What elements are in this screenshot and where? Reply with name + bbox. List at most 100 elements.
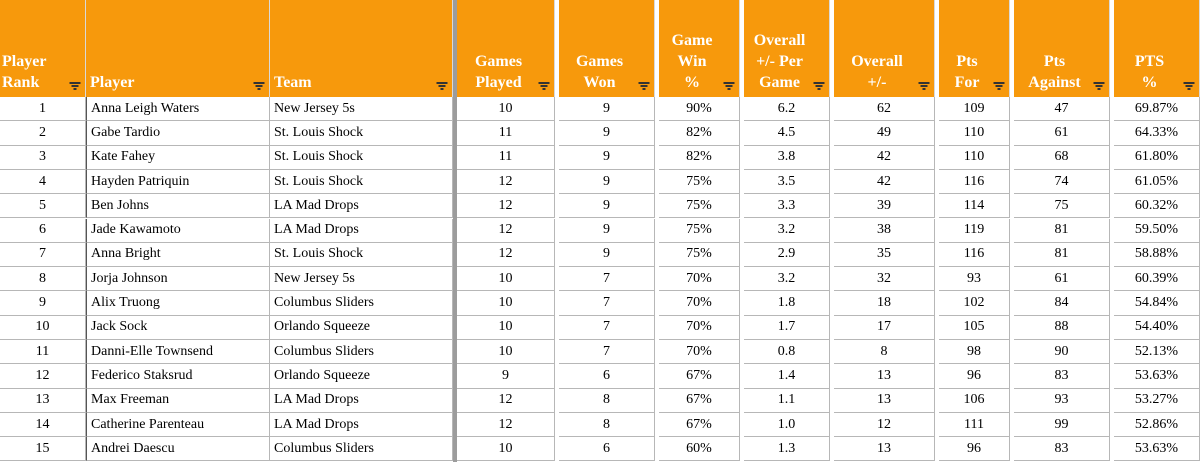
cell-value: 9 [457, 364, 555, 389]
cell-value: 52.86% [1114, 412, 1200, 438]
cell-value: 9 [559, 242, 655, 268]
filter-icon-line [642, 88, 646, 90]
cell-value: 49 [834, 121, 935, 146]
cell-value: 7 [559, 315, 655, 340]
player-name: Federico Staksrud [86, 364, 270, 389]
header-text: Overall [851, 53, 903, 70]
cell-value: 10 [457, 340, 555, 365]
header-text: Played [475, 74, 522, 91]
cell-value: 61 [1014, 121, 1110, 146]
filter-button[interactable] [1183, 81, 1195, 91]
cell-value: 13 [834, 364, 935, 389]
cell-value: 70% [659, 340, 740, 365]
filter-button[interactable] [538, 81, 550, 91]
column-header[interactable]: Games Played [457, 0, 555, 97]
header-text: Against [1028, 74, 1081, 91]
filter-button[interactable] [436, 81, 448, 91]
cell-value: 3.3 [744, 194, 830, 219]
cell-value: 3.5 [744, 169, 830, 195]
cell-value: 58.88% [1114, 242, 1200, 268]
header-text: Games [575, 53, 624, 70]
player-name: Anna Bright [86, 242, 270, 268]
filter-button[interactable] [993, 81, 1005, 91]
cell-value: 75% [659, 169, 740, 195]
filter-icon-line [922, 88, 926, 90]
cell-value: 8 [559, 412, 655, 438]
column-header[interactable]: Game Win% [659, 0, 740, 97]
cell-value: 102 [939, 291, 1010, 316]
cell-value: 106 [939, 388, 1010, 413]
cell-value: 10 [457, 437, 555, 462]
filter-button[interactable] [638, 81, 650, 91]
header-text: Player [2, 53, 47, 70]
cell-value: 7 [559, 340, 655, 365]
filter-button[interactable] [813, 81, 825, 91]
cell-value: 2 [0, 121, 86, 146]
cell-value: 12 [834, 412, 935, 438]
player-name: Ben Johns [86, 194, 270, 219]
cell-value: 81 [1014, 218, 1110, 243]
filter-icon-line [723, 82, 735, 84]
player-name: Max Freeman [86, 388, 270, 413]
header-text: +/- Per [756, 53, 803, 70]
player-name: Hayden Patriquin [86, 169, 270, 195]
team-name: Columbus Sliders [270, 291, 453, 316]
player-name: Jack Sock [86, 315, 270, 340]
cell-value: 61 [1014, 267, 1110, 292]
cell-value: 39 [834, 194, 935, 219]
player-name: Andrei Daescu [86, 437, 270, 462]
team-name: St. Louis Shock [270, 145, 453, 170]
cell-value: 13 [834, 388, 935, 413]
filter-icon-line [538, 82, 550, 84]
cell-value: 11 [0, 340, 86, 365]
cell-value: 99 [1014, 412, 1110, 438]
filter-icon-line [69, 82, 81, 84]
filter-button[interactable] [1093, 81, 1105, 91]
cell-value: 9 [559, 194, 655, 219]
filter-button[interactable] [723, 81, 735, 91]
cell-value: 3.2 [744, 267, 830, 292]
column-header[interactable]: Pts For [939, 0, 1010, 97]
cell-value: 18 [834, 291, 935, 316]
cell-value: 4 [0, 169, 86, 195]
column-header[interactable]: Overall +/- Per Game [744, 0, 830, 97]
column-header[interactable]: Player Rank [0, 0, 86, 97]
filter-button[interactable] [69, 81, 81, 91]
filter-button[interactable] [918, 81, 930, 91]
cell-value: 114 [939, 194, 1010, 219]
cell-value: 61.05% [1114, 169, 1200, 195]
header-text: PTS [1134, 53, 1165, 70]
column-header[interactable]: Pts Against [1014, 0, 1110, 97]
cell-value: 53.63% [1114, 364, 1200, 389]
filter-button[interactable] [253, 81, 265, 91]
cell-value: 53.63% [1114, 437, 1200, 462]
header-text: +/- [867, 74, 887, 91]
cell-value: 69.87% [1114, 97, 1200, 122]
cell-value: 12 [457, 242, 555, 268]
filter-icon-line [1183, 82, 1195, 84]
player-name: Danni-Elle Townsend [86, 340, 270, 365]
column-header[interactable]: PTS% [1114, 0, 1200, 97]
cell-value: 116 [939, 242, 1010, 268]
cell-value: 12 [457, 169, 555, 195]
cell-value: 10 [0, 315, 86, 340]
column-header[interactable]: Team [270, 0, 453, 97]
cell-value: 110 [939, 145, 1010, 170]
column-header[interactable]: Games Won [559, 0, 655, 97]
cell-value: 6.2 [744, 97, 830, 122]
cell-value: 62 [834, 97, 935, 122]
cell-value: 1.7 [744, 315, 830, 340]
cell-value: 81 [1014, 242, 1110, 268]
cell-value: 88 [1014, 315, 1110, 340]
cell-value: 84 [1014, 291, 1110, 316]
cell-value: 68 [1014, 145, 1110, 170]
column-header[interactable]: Overall +/- [834, 0, 935, 97]
cell-value: 6 [0, 218, 86, 243]
cell-value: 8 [0, 267, 86, 292]
cell-value: 11 [457, 145, 555, 170]
cell-value: 9 [0, 291, 86, 316]
team-name: St. Louis Shock [270, 169, 453, 195]
cell-value: 10 [457, 97, 555, 122]
cell-value: 12 [457, 388, 555, 413]
column-header[interactable]: Player [86, 0, 270, 97]
